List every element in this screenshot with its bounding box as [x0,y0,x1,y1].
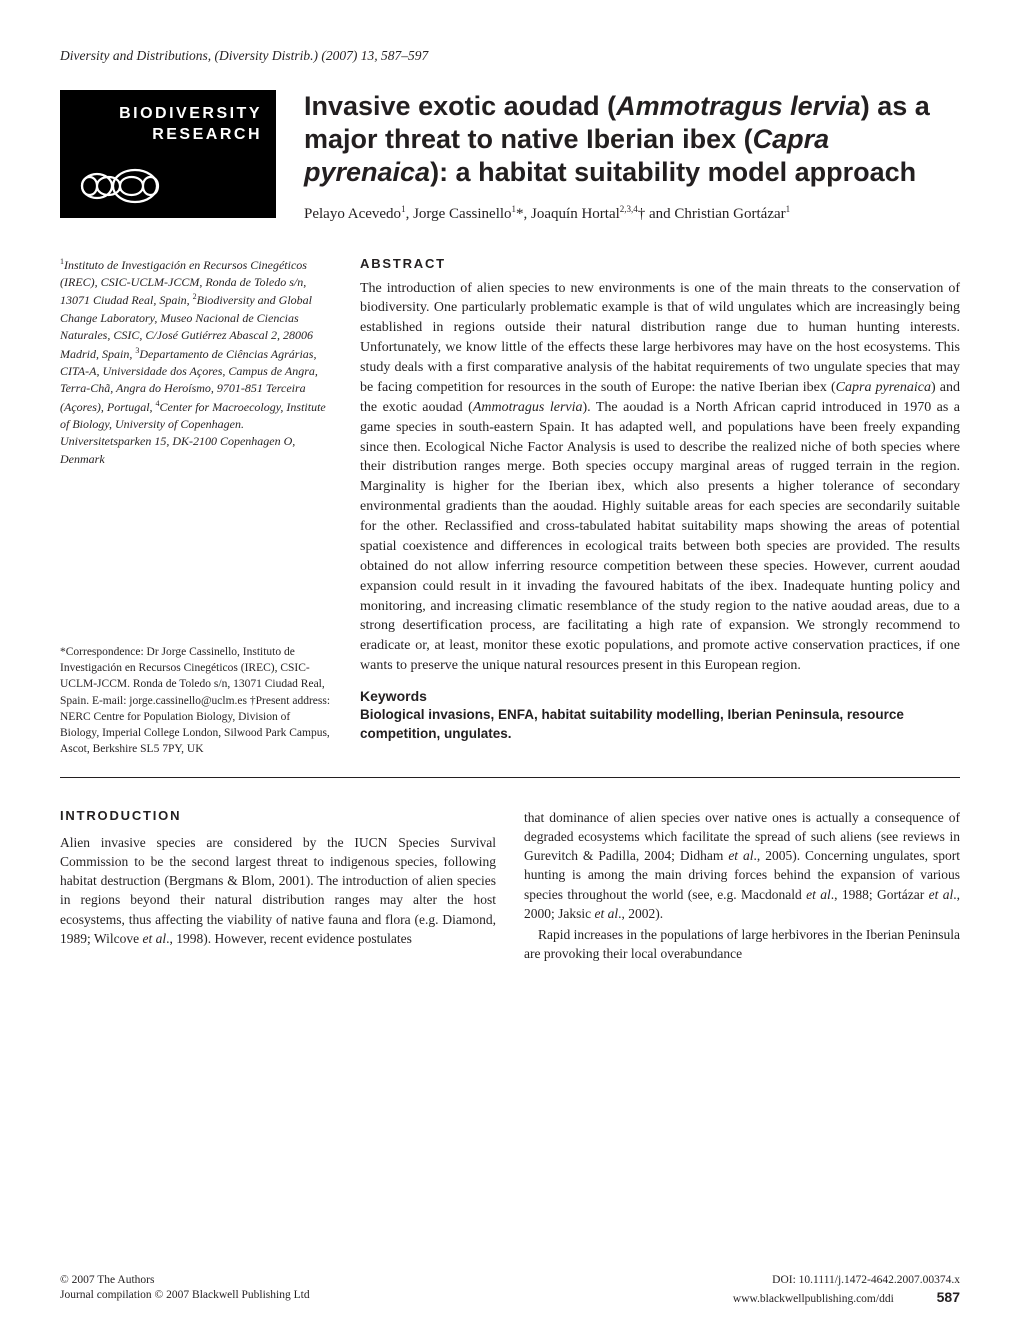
footer-left: © 2007 The Authors Journal compilation ©… [60,1273,310,1308]
page-number: 587 [937,1289,960,1305]
body-col-right: that dominance of alien species over nat… [524,808,960,963]
infinity-icon [74,164,166,208]
header-block: BIODIVERSITY RESEARCH Invasive exotic ao… [60,90,960,226]
affiliation-column: 1Instituto de Investigación en Recursos … [60,256,332,757]
author-list: Pelayo Acevedo1, Jorge Cassinello1*, Joa… [304,203,960,226]
intro-paragraph-1-cont: that dominance of alien species over nat… [524,808,960,923]
publisher-url: www.blackwellpublishing.com/ddi [733,1293,894,1305]
introduction-heading: INTRODUCTION [60,808,496,823]
intro-paragraph-1: Alien invasive species are considered by… [60,833,496,948]
doi: DOI: 10.1111/j.1472-4642.2007.00374.x [733,1273,960,1289]
keywords-heading: Keywords [360,688,960,704]
footer-url-line: www.blackwellpublishing.com/ddi 587 [733,1288,960,1308]
article-title: Invasive exotic aoudad (Ammotragus lervi… [304,90,960,189]
badge-line-2: RESEARCH [119,125,262,146]
body-col-left: INTRODUCTION Alien invasive species are … [60,808,496,963]
body-columns: INTRODUCTION Alien invasive species are … [60,808,960,963]
correspondence: *Correspondence: Dr Jorge Cassinello, In… [60,644,332,757]
page-footer: © 2007 The Authors Journal compilation ©… [60,1273,960,1308]
abstract-heading: ABSTRACT [360,256,960,271]
affiliations: 1Instituto de Investigación en Recursos … [60,256,332,469]
abstract-row: 1Instituto de Investigación en Recursos … [60,256,960,757]
section-badge: BIODIVERSITY RESEARCH [60,90,276,218]
title-column: Invasive exotic aoudad (Ammotragus lervi… [304,90,960,226]
copyright-publisher: Journal compilation © 2007 Blackwell Pub… [60,1288,310,1304]
intro-paragraph-2: Rapid increases in the populations of la… [524,925,960,963]
footer-right: DOI: 10.1111/j.1472-4642.2007.00374.x ww… [733,1273,960,1308]
abstract-column: ABSTRACT The introduction of alien speci… [360,256,960,757]
badge-text: BIODIVERSITY RESEARCH [119,104,262,146]
keywords-text: Biological invasions, ENFA, habitat suit… [360,706,960,744]
running-head: Diversity and Distributions, (Diversity … [60,48,960,64]
section-divider [60,777,960,778]
abstract-text: The introduction of alien species to new… [360,279,960,677]
badge-line-1: BIODIVERSITY [119,104,262,125]
copyright-authors: © 2007 The Authors [60,1273,310,1289]
